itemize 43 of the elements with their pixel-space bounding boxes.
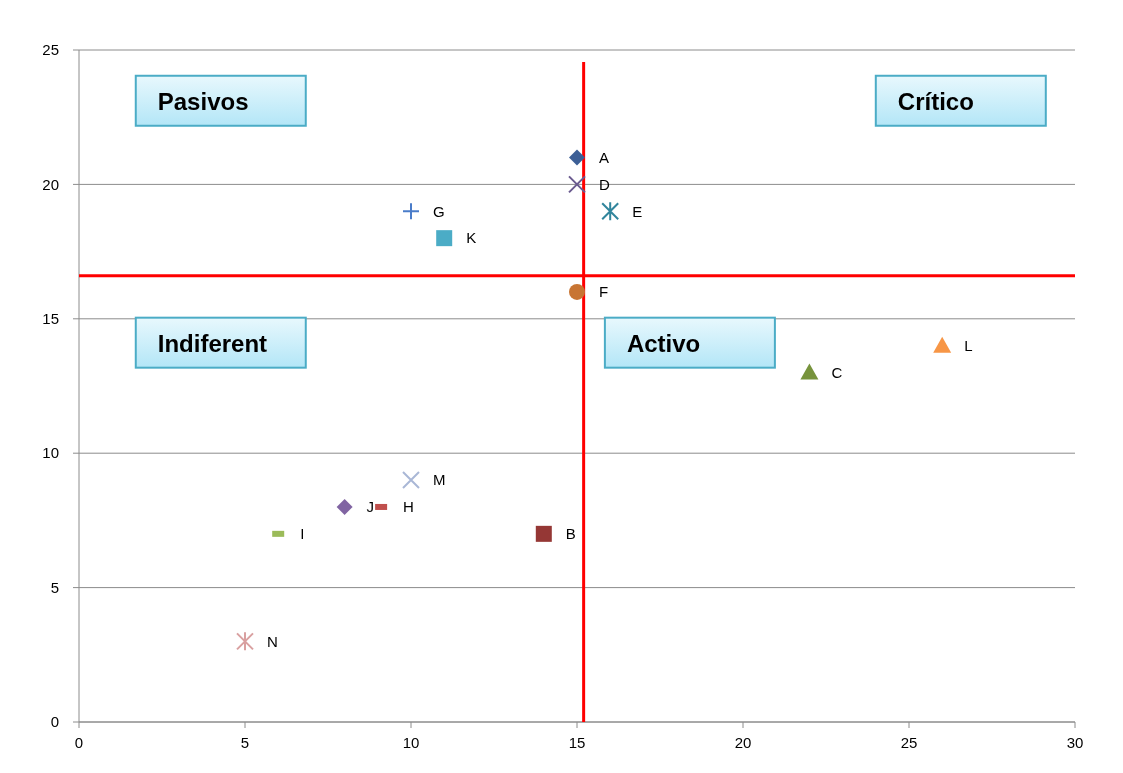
series-label: G — [433, 202, 445, 220]
series-label: J — [366, 498, 375, 516]
series-label: I — [300, 525, 305, 543]
point — [402, 471, 420, 490]
series-label: H — [403, 498, 414, 516]
point — [569, 283, 585, 300]
series-label: D — [599, 175, 610, 193]
annotation: Crítico — [897, 87, 974, 115]
series-label: L — [964, 336, 973, 354]
y-tick-label: 20 — [42, 175, 59, 193]
point — [601, 201, 620, 222]
y-tick-label: 15 — [42, 310, 59, 328]
x-tick-label: 25 — [900, 734, 918, 751]
x-tick-label: 30 — [1066, 734, 1084, 751]
series-label: M — [433, 471, 446, 489]
point — [336, 498, 353, 515]
series-label: E — [632, 202, 643, 220]
point — [569, 149, 585, 166]
series-label: A — [599, 148, 610, 166]
x-tick-label: 0 — [74, 734, 84, 751]
annotation: Activo — [626, 329, 701, 357]
x-tick-label: 15 — [568, 734, 586, 751]
point — [568, 175, 586, 194]
series-label: F — [599, 283, 609, 301]
x-tick-label: 10 — [402, 734, 420, 751]
point — [402, 202, 420, 221]
y-tick-label: 25 — [42, 41, 59, 59]
series-label: B — [565, 525, 576, 543]
series-label: C — [831, 363, 843, 381]
annotation: Indiferent — [157, 329, 268, 357]
series-label: N — [267, 632, 278, 650]
x-tick-label: 20 — [734, 734, 752, 751]
y-tick-label: 5 — [50, 578, 59, 596]
point — [800, 363, 819, 380]
x-tick-label: 5 — [240, 734, 250, 751]
series-label: K — [466, 229, 477, 247]
point — [933, 336, 952, 353]
annotation: Pasivos — [157, 87, 249, 115]
y-tick-label: 10 — [42, 444, 59, 462]
point — [436, 230, 453, 247]
point — [535, 525, 552, 542]
point — [236, 631, 254, 652]
y-tick-label: 0 — [50, 713, 59, 731]
